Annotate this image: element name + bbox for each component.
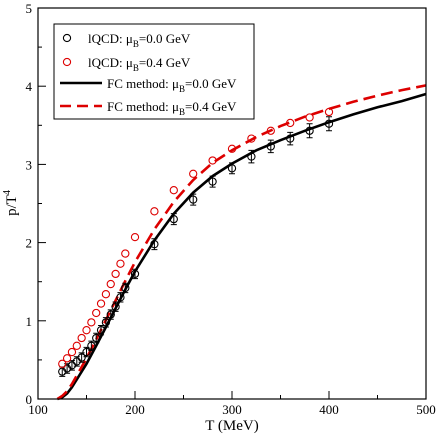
data-point-0-20 bbox=[247, 152, 256, 161]
legend-label-lqcd-04: lQCD: μB=0.4 GeV bbox=[88, 55, 191, 73]
legend-box bbox=[53, 23, 255, 120]
data-point-0-12 bbox=[116, 293, 125, 302]
axis-ticks: 100 200 300 400 500 0 1 2 3 4 5 bbox=[26, 1, 436, 417]
y-tick-label-1: 1 bbox=[26, 314, 33, 329]
data-point-0-5 bbox=[82, 347, 91, 357]
legend-entry-lqcd-04: lQCD: μB=0.4 GeV bbox=[62, 55, 191, 73]
y-axis-label-exponent: 4 bbox=[2, 190, 13, 195]
data-point-1-17 bbox=[189, 169, 198, 178]
data-point-0-7 bbox=[92, 333, 101, 343]
error-bar-0-20 bbox=[248, 149, 255, 164]
data-point-1-14 bbox=[130, 232, 140, 242]
legend-marker-lqcd-0 bbox=[62, 33, 72, 43]
data-point-1-24 bbox=[324, 107, 334, 117]
data-point-0-4 bbox=[77, 353, 86, 362]
legend-entry-fc-0: FC method: μB=0.0 GeV bbox=[60, 76, 237, 94]
data-point-1-20 bbox=[247, 134, 256, 143]
data-point-1-7 bbox=[92, 308, 101, 318]
data-point-1-0 bbox=[58, 359, 67, 368]
data-point-1-13 bbox=[121, 249, 130, 258]
data-point-1-16 bbox=[169, 186, 178, 195]
x-tick-label-2: 300 bbox=[222, 402, 242, 417]
error-bar-0-22 bbox=[287, 131, 294, 146]
data-point-0-22 bbox=[286, 134, 295, 143]
data-point-1-19 bbox=[227, 144, 237, 153]
error-bar-0-24 bbox=[326, 116, 332, 132]
y-tick-label-5: 5 bbox=[26, 1, 33, 16]
data-point-1-10 bbox=[106, 279, 115, 289]
data-point-1-22 bbox=[286, 118, 295, 128]
legend: lQCD: μB=0.0 GeV lQCD: μB=0.4 GeV FC met… bbox=[53, 23, 255, 120]
data-point-1-9 bbox=[101, 290, 111, 299]
data-point-0-6 bbox=[87, 341, 96, 350]
data-point-0-19 bbox=[227, 164, 237, 173]
x-tick-label-4: 500 bbox=[416, 402, 436, 417]
y-tick-label-2: 2 bbox=[26, 236, 33, 251]
data-point-1-2 bbox=[67, 347, 77, 357]
data-point-1-11 bbox=[111, 269, 120, 279]
data-point-1-1 bbox=[62, 354, 72, 363]
data-point-1-21 bbox=[266, 126, 275, 135]
y-tick-label-3: 3 bbox=[26, 157, 33, 172]
data-point-0-9 bbox=[101, 318, 111, 327]
data-point-0-24 bbox=[324, 119, 334, 128]
y-tick-label-0: 0 bbox=[26, 392, 33, 407]
data-point-1-18 bbox=[208, 156, 217, 165]
x-axis-label: T (MeV) bbox=[205, 418, 258, 434]
data-point-0-16 bbox=[169, 214, 178, 224]
data-point-0-14 bbox=[130, 269, 140, 279]
data-point-0-10 bbox=[106, 310, 115, 319]
error-bar-0-23 bbox=[306, 123, 313, 139]
x-tick-label-0: 100 bbox=[28, 402, 48, 417]
legend-label-lqcd-0: lQCD: μB=0.0 GeV bbox=[88, 31, 191, 49]
x-tick-label-3: 400 bbox=[319, 402, 339, 417]
data-point-0-17 bbox=[189, 195, 198, 204]
legend-entry-lqcd-0: lQCD: μB=0.0 GeV bbox=[62, 31, 191, 49]
series-line-2 bbox=[56, 92, 427, 401]
legend-label-fc-0: FC method: μB=0.0 GeV bbox=[107, 76, 237, 94]
error-bar-0-21 bbox=[267, 139, 274, 154]
data-point-1-6 bbox=[87, 318, 96, 327]
y-axis-label-base: p/T bbox=[4, 195, 20, 216]
data-point-1-4 bbox=[77, 333, 86, 343]
legend-marker-lqcd-04 bbox=[62, 57, 72, 67]
data-point-1-8 bbox=[96, 299, 106, 308]
data-point-1-3 bbox=[72, 341, 81, 350]
data-point-1-15 bbox=[150, 207, 159, 216]
data-point-0-21 bbox=[266, 142, 275, 151]
data-point-0-23 bbox=[305, 126, 314, 135]
series-line-3 bbox=[56, 84, 427, 401]
data-point-0-13 bbox=[121, 283, 130, 293]
data-point-1-12 bbox=[116, 259, 125, 268]
data-point-0-18 bbox=[208, 177, 217, 186]
y-axis-label: p/T4 bbox=[2, 190, 20, 216]
data-point-0-11 bbox=[111, 302, 120, 311]
legend-entry-fc-04: FC method: μB=0.4 GeV bbox=[60, 99, 237, 117]
data-point-0-8 bbox=[96, 326, 106, 335]
data-point-1-23 bbox=[305, 113, 314, 122]
legend-label-fc-04: FC method: μB=0.4 GeV bbox=[107, 99, 237, 117]
y-tick-label-4: 4 bbox=[26, 79, 33, 94]
x-tick-label-1: 200 bbox=[125, 402, 145, 417]
data-point-0-15 bbox=[150, 240, 159, 249]
data-point-1-5 bbox=[82, 326, 91, 335]
plot-area bbox=[56, 84, 427, 401]
